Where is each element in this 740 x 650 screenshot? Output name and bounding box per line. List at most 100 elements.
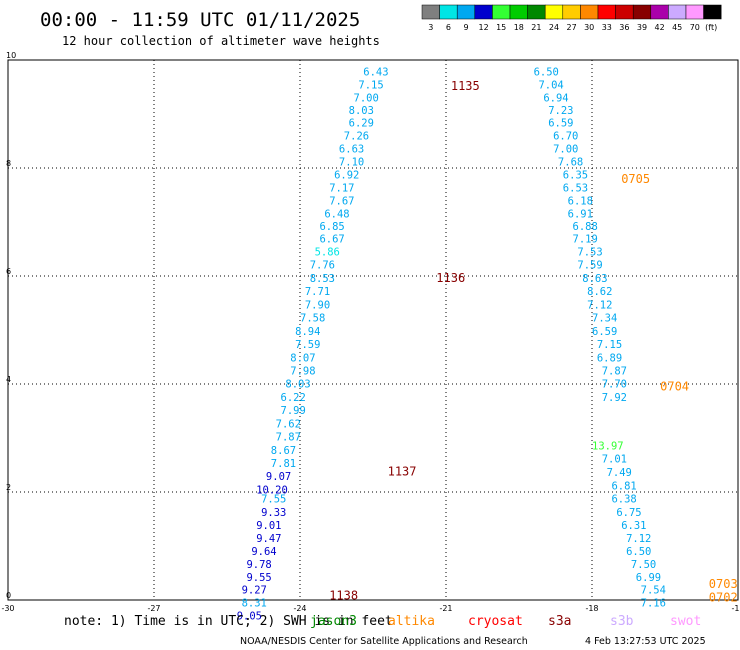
plot-grid bbox=[8, 60, 738, 600]
wave-height-value: 6.94 bbox=[543, 92, 568, 104]
wave-height-value: 8.63 bbox=[582, 273, 607, 285]
legend-bin-label: 15 bbox=[496, 23, 506, 32]
legend-swatch bbox=[456, 4, 476, 20]
mission-legend-item: s3a bbox=[548, 614, 571, 629]
x-tick-label: -24 bbox=[293, 604, 306, 613]
y-tick-label: 4 bbox=[6, 375, 11, 384]
y-tick-label: 10 bbox=[6, 51, 16, 60]
wave-height-value: 7.12 bbox=[626, 533, 651, 545]
legend-bin-label: 45 bbox=[672, 23, 682, 32]
wave-height-value: 7.04 bbox=[538, 79, 563, 91]
mission-legend: jason3 altika cryosat s3a s3b swot bbox=[310, 614, 701, 629]
wave-height-value: 6.92 bbox=[334, 169, 359, 181]
legend-unit: (ft) bbox=[705, 23, 717, 32]
wave-height-value: 8.03 bbox=[285, 378, 310, 390]
wave-height-value: 6.50 bbox=[626, 546, 651, 558]
legend-bin-label: 33 bbox=[602, 23, 612, 32]
wave-height-value: 6.99 bbox=[636, 572, 661, 584]
x-tick-label: -30 bbox=[1, 604, 14, 613]
mission-legend-item: altika bbox=[388, 614, 435, 629]
wave-height-value: 8.53 bbox=[310, 273, 335, 285]
wave-height-value: 5.86 bbox=[315, 247, 340, 259]
wave-height-value: 9.05 bbox=[237, 611, 262, 623]
units-note: note: 1) Time is in UTC; 2) SWH is in fe… bbox=[64, 614, 393, 629]
x-tick-label: -21 bbox=[439, 604, 452, 613]
wave-height-value: 7.58 bbox=[300, 313, 325, 325]
wave-height-value: 7.50 bbox=[631, 559, 656, 571]
wave-height-value: 6.43 bbox=[363, 66, 388, 78]
pass-id-label: 1137 bbox=[388, 464, 417, 478]
legend-swatch bbox=[492, 4, 511, 20]
wave-height-value: 6.53 bbox=[563, 182, 588, 194]
legend-bin-label: 24 bbox=[549, 23, 559, 32]
wave-height-value: 7.17 bbox=[329, 182, 354, 194]
plot-frame bbox=[7, 59, 739, 601]
y-tick-label: 0 bbox=[6, 591, 11, 600]
legend-bin-label: 12 bbox=[479, 23, 489, 32]
wave-height-value: 7.70 bbox=[602, 378, 627, 390]
wave-height-value: 8.07 bbox=[290, 353, 315, 365]
wave-height-value: 7.15 bbox=[358, 79, 383, 91]
legend-bin-label: 30 bbox=[584, 23, 594, 32]
wave-height-value: 8.67 bbox=[271, 445, 296, 457]
pass-id-label: 1135 bbox=[451, 79, 480, 93]
wave-height-value: 7.53 bbox=[577, 247, 602, 259]
wave-height-value: 7.55 bbox=[261, 493, 286, 505]
wave-height-value: 7.59 bbox=[577, 260, 602, 272]
wave-height-value: 9.27 bbox=[242, 585, 267, 597]
wave-height-value: 7.00 bbox=[553, 144, 578, 156]
legend-swatch bbox=[580, 4, 599, 20]
wave-height-value: 6.38 bbox=[611, 493, 636, 505]
legend-swatch bbox=[703, 4, 722, 20]
wave-height-value: 7.68 bbox=[558, 157, 583, 169]
legend-bin-label: 36 bbox=[619, 23, 629, 32]
x-tick-label: -15 bbox=[731, 604, 740, 613]
legend-bin-label: 3 bbox=[428, 23, 433, 32]
mission-legend-item: cryosat bbox=[468, 614, 523, 629]
wave-height-value: 6.35 bbox=[563, 169, 588, 181]
wave-height-value: 6.89 bbox=[597, 353, 622, 365]
wave-height-value: 8.31 bbox=[242, 598, 267, 610]
legend-swatch bbox=[544, 4, 564, 20]
y-tick-label: 6 bbox=[6, 267, 11, 276]
wave-height-value: 6.29 bbox=[349, 118, 374, 130]
legend-bin-label: 6 bbox=[446, 23, 451, 32]
wave-height-value: 6.91 bbox=[568, 208, 593, 220]
wave-height-value: 7.23 bbox=[548, 105, 573, 117]
wave-height-value: 10.20 bbox=[256, 484, 288, 496]
pass-id-label: 0703 bbox=[709, 577, 738, 591]
y-tick-label: 8 bbox=[6, 159, 11, 168]
mission-legend-item: swot bbox=[670, 614, 701, 629]
legend-bin-label: 42 bbox=[655, 23, 665, 32]
legend-swatch bbox=[562, 4, 581, 20]
legend-bin-label: 70 bbox=[690, 23, 700, 32]
legend-swatch bbox=[650, 4, 669, 20]
legend-swatch bbox=[439, 4, 458, 20]
wave-height-value: 7.87 bbox=[602, 366, 627, 378]
wave-height-value: 7.76 bbox=[310, 260, 335, 272]
legend-swatch bbox=[685, 4, 704, 20]
wave-height-value: 7.16 bbox=[641, 598, 666, 610]
pass-id-label: 1136 bbox=[436, 271, 465, 285]
generated-timestamp: 4 Feb 13:27:53 UTC 2025 bbox=[585, 636, 706, 647]
wave-height-value: 8.03 bbox=[349, 105, 374, 117]
wave-height-value: 7.81 bbox=[271, 458, 296, 470]
pass-id-label: 0704 bbox=[660, 380, 689, 394]
wave-height-value: 6.67 bbox=[319, 234, 344, 246]
wave-height-value: 7.98 bbox=[290, 366, 315, 378]
wave-height-value: 6.48 bbox=[324, 208, 349, 220]
wave-height-value: 7.99 bbox=[281, 405, 306, 417]
wave-height-value: 7.01 bbox=[602, 454, 627, 466]
wave-height-value: 9.78 bbox=[246, 559, 271, 571]
wave-height-value: 6.59 bbox=[592, 326, 617, 338]
wave-height-value: 7.26 bbox=[344, 131, 369, 143]
legend-bin-label: 21 bbox=[531, 23, 541, 32]
wave-height-value: 6.85 bbox=[319, 221, 344, 233]
mission-legend-item: s3b bbox=[610, 614, 634, 629]
mission-legend-item: jason3 bbox=[310, 614, 357, 629]
legend-swatch bbox=[597, 4, 616, 20]
pass-id-label: 0705 bbox=[621, 172, 650, 186]
legend-bin-label: 9 bbox=[463, 23, 468, 32]
wave-height-value: 6.88 bbox=[573, 221, 598, 233]
